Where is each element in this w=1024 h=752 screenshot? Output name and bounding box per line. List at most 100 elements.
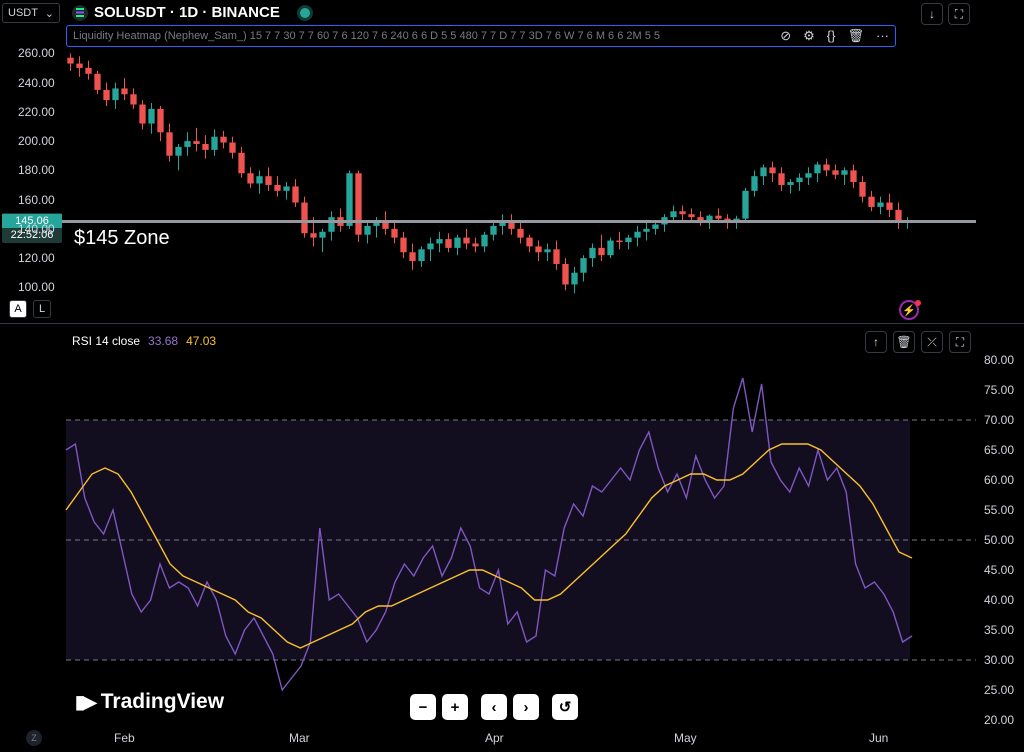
rsi-legend[interactable]: RSI 14 close 33.68 47.03 (72, 334, 216, 348)
candle-body (508, 220, 515, 229)
candle-body (202, 144, 209, 150)
price-tick-label: 240.00 (18, 75, 55, 90)
timezone-button[interactable]: Z (26, 730, 42, 746)
trash-icon[interactable]: 🗑 (847, 28, 864, 43)
candle-body (517, 228, 524, 238)
price-tick-label: 180.00 (18, 163, 55, 178)
candle-body (796, 177, 803, 183)
rsi-ma-line (65, 443, 913, 649)
candle-body (751, 176, 758, 191)
pane-divider[interactable] (0, 323, 1024, 324)
arrow-down-icon: ↓ (929, 7, 935, 21)
scroll-left-button[interactable]: ‹ (481, 694, 507, 720)
price-chart[interactable] (0, 0, 1024, 323)
candle-body (841, 170, 848, 175)
rsi-line (65, 377, 913, 692)
auto-scale-button[interactable]: A (9, 300, 27, 318)
candle-body (94, 73, 101, 90)
candle-body (211, 136, 218, 150)
market-status-icon (299, 7, 310, 18)
candle-body (76, 63, 83, 68)
candle-body (265, 176, 272, 185)
rsi-tick-label: 30.00 (984, 653, 1015, 667)
reset-chart-button[interactable]: ↺ (552, 694, 578, 720)
candle-body (346, 173, 353, 226)
delete-pane-button[interactable]: 🗑 (893, 331, 915, 353)
candle-body (832, 170, 839, 175)
indicator-text: Liquidity Heatmap (Nephew_Sam_) 15 7 7 3… (73, 30, 661, 42)
last-price-tag: 145.06 22:52:06 (2, 213, 62, 243)
candle-body (130, 94, 137, 105)
time-tick-label: Apr (485, 731, 504, 745)
candle-body (139, 104, 146, 124)
candle-body (688, 214, 695, 218)
candle-body (472, 243, 479, 247)
notification-dot (915, 300, 921, 306)
symbol-title[interactable]: SOLUSDT · 1D · BINANCE (72, 4, 310, 21)
candle-body (274, 184, 281, 191)
candle-body (67, 57, 74, 64)
candle-body (634, 231, 641, 238)
candle-body (193, 141, 200, 145)
price-tick-label: 200.00 (18, 134, 55, 149)
rsi-tick-label: 35.00 (984, 623, 1015, 637)
price-tick-label: 140.00 (18, 221, 55, 236)
rsi-tick-label: 45.00 (984, 563, 1015, 577)
maximize-rsi-button[interactable]: ⛶ (949, 331, 971, 353)
rsi-chart[interactable] (0, 323, 1024, 752)
candle-body (760, 167, 767, 177)
reset-icon: ↺ (558, 699, 572, 716)
candle-body (364, 225, 371, 235)
candle-body (382, 220, 389, 229)
candle-body (778, 173, 785, 185)
candle-body (463, 237, 470, 244)
rsi-tick-label: 40.00 (984, 593, 1015, 607)
candle-body (886, 202, 893, 210)
currency-selector[interactable]: USDT ⌄ (2, 3, 60, 23)
chevron-right-icon: › (523, 698, 529, 716)
eye-off-icon[interactable]: ⊘ (780, 28, 792, 43)
candle-body (247, 173, 254, 184)
candle-body (769, 167, 776, 174)
braces-icon[interactable]: {} (826, 28, 836, 43)
move-up-button[interactable]: ↑ (865, 331, 887, 353)
zoom-out-button[interactable]: − (410, 694, 436, 720)
candle-body (112, 88, 119, 101)
log-scale-button[interactable]: L (33, 300, 51, 318)
candle-body (157, 108, 164, 133)
candle-body (823, 164, 830, 171)
price-tick-label: 100.00 (18, 280, 55, 295)
candle-body (670, 211, 677, 218)
more-icon[interactable]: ··· (876, 28, 889, 43)
candle-body (238, 152, 245, 174)
candle-body (391, 228, 398, 238)
candle-body (544, 249, 551, 253)
candle-body (625, 237, 632, 243)
collapse-rsi-button[interactable]: ⤫ (921, 331, 943, 353)
zoom-in-icon: + (450, 698, 460, 716)
tradingview-logo: ▮▶ TradingView (75, 690, 224, 714)
candle-body (652, 224, 659, 229)
brand-text: TradingView (100, 690, 225, 713)
maximize-pane-button[interactable]: ⛶ (948, 3, 970, 25)
gear-icon[interactable]: ⚙ (803, 28, 815, 43)
price-tick-label: 120.00 (18, 251, 55, 266)
indicator-legend[interactable]: Liquidity Heatmap (Nephew_Sam_) 15 7 7 3… (66, 25, 896, 47)
candle-body (175, 146, 182, 156)
time-tick-label: Jun (869, 731, 889, 745)
collapse-pane-button[interactable]: ↓ (921, 3, 943, 25)
zoom-in-button[interactable]: + (442, 694, 468, 720)
time-tick-label: Feb (114, 731, 135, 745)
candle-body (103, 89, 110, 101)
symbol-text: SOLUSDT · 1D · BINANCE (94, 4, 280, 21)
candle-body (877, 202, 884, 207)
log-scale-label: L (38, 303, 46, 315)
candle-body (490, 225, 497, 235)
rsi-tick-label: 70.00 (984, 413, 1015, 427)
zone-label: $145 Zone (74, 227, 170, 249)
scroll-right-button[interactable]: › (513, 694, 539, 720)
candle-body (481, 234, 488, 247)
flash-icon[interactable]: ⚡ (899, 300, 919, 320)
rsi-tick-label: 60.00 (984, 473, 1015, 487)
